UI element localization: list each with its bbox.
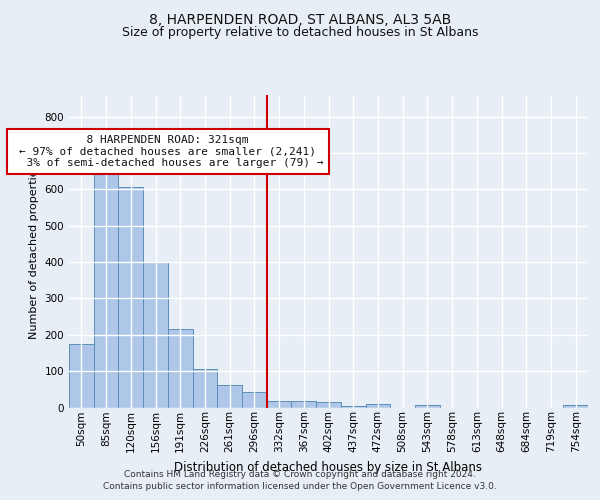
Bar bbox=[193, 368, 217, 408]
Bar bbox=[94, 168, 118, 408]
Bar bbox=[365, 404, 390, 407]
Bar bbox=[292, 402, 316, 407]
Text: 8 HARPENDEN ROAD: 321sqm  
← 97% of detached houses are smaller (2,241)
  3% of : 8 HARPENDEN ROAD: 321sqm ← 97% of detach… bbox=[13, 135, 323, 168]
Text: Contains public sector information licensed under the Open Government Licence v3: Contains public sector information licen… bbox=[103, 482, 497, 491]
Y-axis label: Number of detached properties: Number of detached properties bbox=[29, 164, 39, 339]
Bar bbox=[563, 405, 588, 407]
Bar bbox=[341, 406, 365, 407]
Bar bbox=[316, 402, 341, 407]
Bar bbox=[118, 187, 143, 408]
Bar bbox=[69, 344, 94, 408]
Text: Contains HM Land Registry data © Crown copyright and database right 2024.: Contains HM Land Registry data © Crown c… bbox=[124, 470, 476, 479]
X-axis label: Distribution of detached houses by size in St Albans: Distribution of detached houses by size … bbox=[175, 460, 482, 473]
Text: 8, HARPENDEN ROAD, ST ALBANS, AL3 5AB: 8, HARPENDEN ROAD, ST ALBANS, AL3 5AB bbox=[149, 12, 451, 26]
Bar bbox=[168, 330, 193, 407]
Text: Size of property relative to detached houses in St Albans: Size of property relative to detached ho… bbox=[122, 26, 478, 39]
Bar bbox=[143, 262, 168, 408]
Bar bbox=[415, 404, 440, 407]
Bar bbox=[242, 392, 267, 407]
Bar bbox=[267, 401, 292, 407]
Bar bbox=[217, 384, 242, 407]
